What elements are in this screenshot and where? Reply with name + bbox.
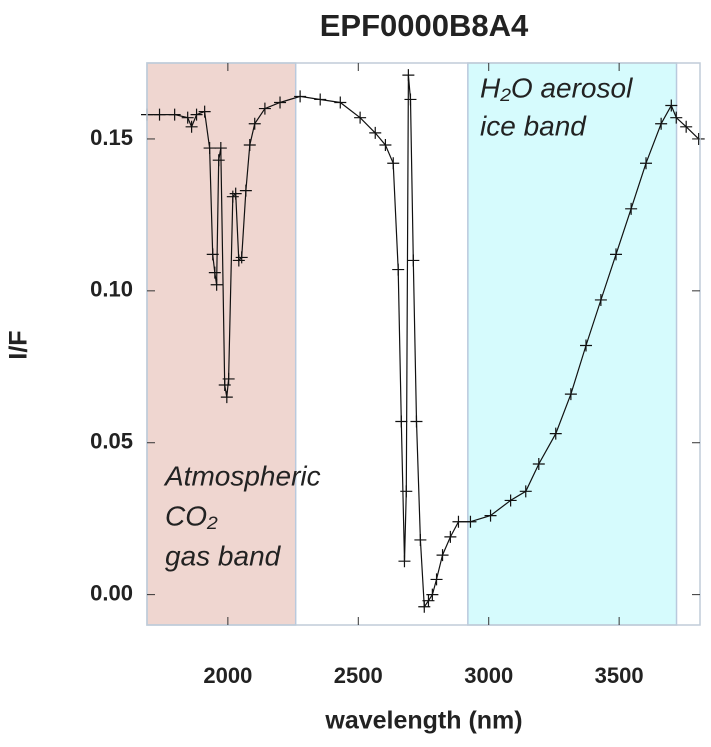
data-point xyxy=(395,415,408,428)
data-point xyxy=(519,485,532,498)
data-point xyxy=(334,96,347,109)
data-point xyxy=(369,126,382,139)
data-point xyxy=(294,90,307,103)
band-label: H₂O aerosol xyxy=(480,72,633,103)
data-point xyxy=(564,388,577,401)
data-point xyxy=(190,108,203,121)
x-axis-label: wavelength (nm) xyxy=(324,707,522,735)
data-point xyxy=(168,108,181,121)
data-point xyxy=(212,154,225,167)
y-tick-label: 0.15 xyxy=(90,125,133,150)
data-point xyxy=(665,99,678,112)
data-point xyxy=(206,248,219,261)
data-point xyxy=(407,254,420,267)
data-point xyxy=(625,202,638,215)
data-point xyxy=(220,391,233,404)
data-point xyxy=(248,117,261,130)
axes-frame xyxy=(146,62,701,626)
band-label: gas band xyxy=(165,540,282,571)
data-point xyxy=(387,157,400,170)
data-point xyxy=(400,485,413,498)
data-point xyxy=(198,105,211,118)
data-point xyxy=(226,190,239,203)
data-point xyxy=(504,494,517,507)
data-point xyxy=(218,379,231,392)
data-point xyxy=(354,111,367,124)
data-point xyxy=(464,515,477,528)
data-point xyxy=(422,594,435,607)
data-point xyxy=(185,120,198,133)
data-point xyxy=(414,533,427,546)
data-point xyxy=(402,69,415,82)
data-point xyxy=(208,266,221,279)
band xyxy=(467,62,678,626)
plot xyxy=(141,69,705,613)
data-point xyxy=(404,93,417,106)
y-tick-label: 0.10 xyxy=(90,277,133,302)
data-point xyxy=(235,251,248,264)
y-axis-label: I/F xyxy=(5,330,33,359)
data-point xyxy=(214,142,227,155)
data-point xyxy=(680,120,693,133)
data-point xyxy=(392,263,405,276)
data-point xyxy=(222,372,235,385)
band-label: CO₂ xyxy=(165,500,218,531)
data-point xyxy=(398,555,411,568)
data-point xyxy=(153,108,166,121)
chart-title: EPF0000B8A4 xyxy=(320,8,529,43)
data-point xyxy=(640,157,653,170)
data-point xyxy=(210,278,223,291)
y-tick-label: 0.05 xyxy=(90,429,133,454)
x-tick-label: 3500 xyxy=(595,663,644,688)
data-point xyxy=(232,254,245,267)
data-point xyxy=(379,139,392,152)
data-point xyxy=(243,139,256,152)
data-point xyxy=(452,515,465,528)
data-point xyxy=(418,600,431,613)
data-point xyxy=(314,93,327,106)
data-point xyxy=(229,187,242,200)
data-point xyxy=(410,415,423,428)
y-tick-label: 0.00 xyxy=(90,580,133,605)
x-tick-label: 3000 xyxy=(464,663,513,688)
x-tick-label: 2000 xyxy=(203,663,252,688)
data-point xyxy=(610,248,623,261)
data-point xyxy=(444,530,457,543)
data-point xyxy=(258,102,271,115)
data-point xyxy=(549,427,562,440)
data-point xyxy=(594,293,607,306)
data-point xyxy=(430,573,443,586)
x-tick-label: 2500 xyxy=(334,663,383,688)
data-point xyxy=(580,339,593,352)
data-point xyxy=(655,117,668,130)
axes: 2000 2500 3000 3500 0.00 0.05 0.10 0.15 xyxy=(90,62,701,688)
data-point xyxy=(203,142,216,155)
band-label: Atmospheric xyxy=(163,460,321,491)
data-point xyxy=(484,509,497,522)
data-point xyxy=(436,549,449,562)
band-label: ice band xyxy=(480,110,587,141)
data-point xyxy=(181,111,194,124)
data-point xyxy=(670,111,683,124)
data-point xyxy=(532,457,545,470)
data-point xyxy=(274,96,287,109)
data-point xyxy=(426,588,439,601)
data-point xyxy=(239,184,252,197)
